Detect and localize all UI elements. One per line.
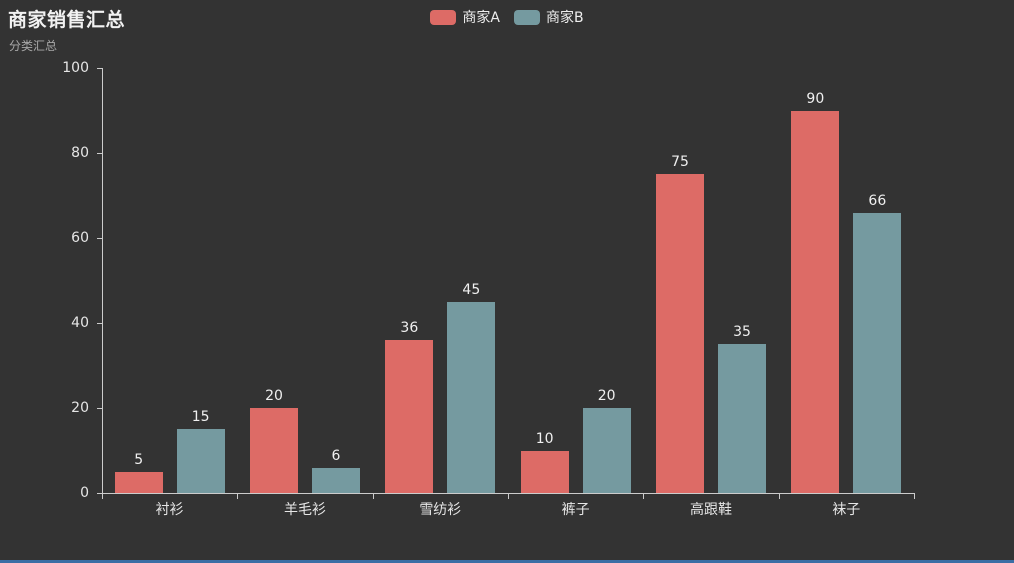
y-axis-label: 20 [71,400,89,416]
bar-商家A-高跟鞋[interactable] [656,174,704,493]
bar-商家B-裤子[interactable] [582,408,631,493]
bar-商家A-袜子[interactable] [791,110,840,493]
bar-value-label: 5 [134,451,144,468]
x-axis-label: 雪纺衫 [419,502,462,518]
bar-商家B-衬衫[interactable] [176,429,225,493]
bar-value-label: 35 [733,324,751,341]
y-axis-tick [97,493,102,494]
legend-marker-icon [430,9,457,25]
bar-value-label: 45 [462,281,481,298]
bar-value-label: 6 [331,447,341,464]
x-axis-label: 裤子 [561,502,590,518]
legend-marker-icon [513,9,540,25]
y-axis-tick [97,153,102,154]
x-axis-label: 羊毛衫 [283,502,326,518]
y-axis-tick [97,68,102,69]
bar-value-label: 36 [400,320,419,336]
bar-value-label: 75 [671,154,689,171]
x-axis-tick [508,493,509,499]
bar-value-label: 66 [868,192,887,209]
y-axis-label: 60 [71,230,89,246]
y-axis-tick [97,238,102,239]
x-axis-tick [102,493,103,499]
x-axis-label: 袜子 [832,502,861,518]
bar-value-label: 20 [597,388,616,404]
bar-商家B-羊毛衫[interactable] [312,467,360,493]
x-axis-tick [372,493,374,499]
bar-value-label: 10 [535,430,554,447]
legend-item-商家A[interactable]: 商家A [430,7,500,27]
bar-value-label: 90 [806,90,825,107]
chart-title: 商家销售汇总 [8,9,126,31]
x-axis-tick [914,493,915,499]
chart-subtitle: 分类汇总 [9,39,58,53]
bar-value-label: 20 [265,388,283,404]
bar-商家B-雪纺衫[interactable] [447,301,496,493]
legend-label: 商家B [545,10,584,26]
bar-商家A-雪纺衫[interactable] [385,340,434,493]
legend: 商家A 商家B [0,7,1014,27]
y-axis-label: 100 [62,60,89,76]
y-axis-label: 0 [80,485,89,501]
legend-label: 商家A [462,10,500,26]
y-axis-line [102,68,103,494]
x-axis-label: 衬衫 [155,502,184,518]
x-axis-tick [778,493,780,499]
bar-商家A-裤子[interactable] [520,450,569,493]
bar-商家B-袜子[interactable] [853,212,902,493]
bar-商家A-衬衫[interactable] [114,471,163,493]
bar-商家A-羊毛衫[interactable] [250,408,298,493]
x-axis-label: 高跟鞋 [689,502,732,518]
x-axis-tick [643,493,645,499]
x-axis-tick [237,493,239,499]
y-axis-label: 40 [71,315,89,331]
y-axis-tick [97,408,102,409]
window-bottom-border [0,560,1014,563]
legend-item-商家B[interactable]: 商家B [513,7,584,27]
bar-value-label: 15 [191,409,210,426]
y-axis-label: 80 [71,145,89,161]
y-axis-tick [97,323,102,324]
bar-商家B-高跟鞋[interactable] [718,344,766,493]
